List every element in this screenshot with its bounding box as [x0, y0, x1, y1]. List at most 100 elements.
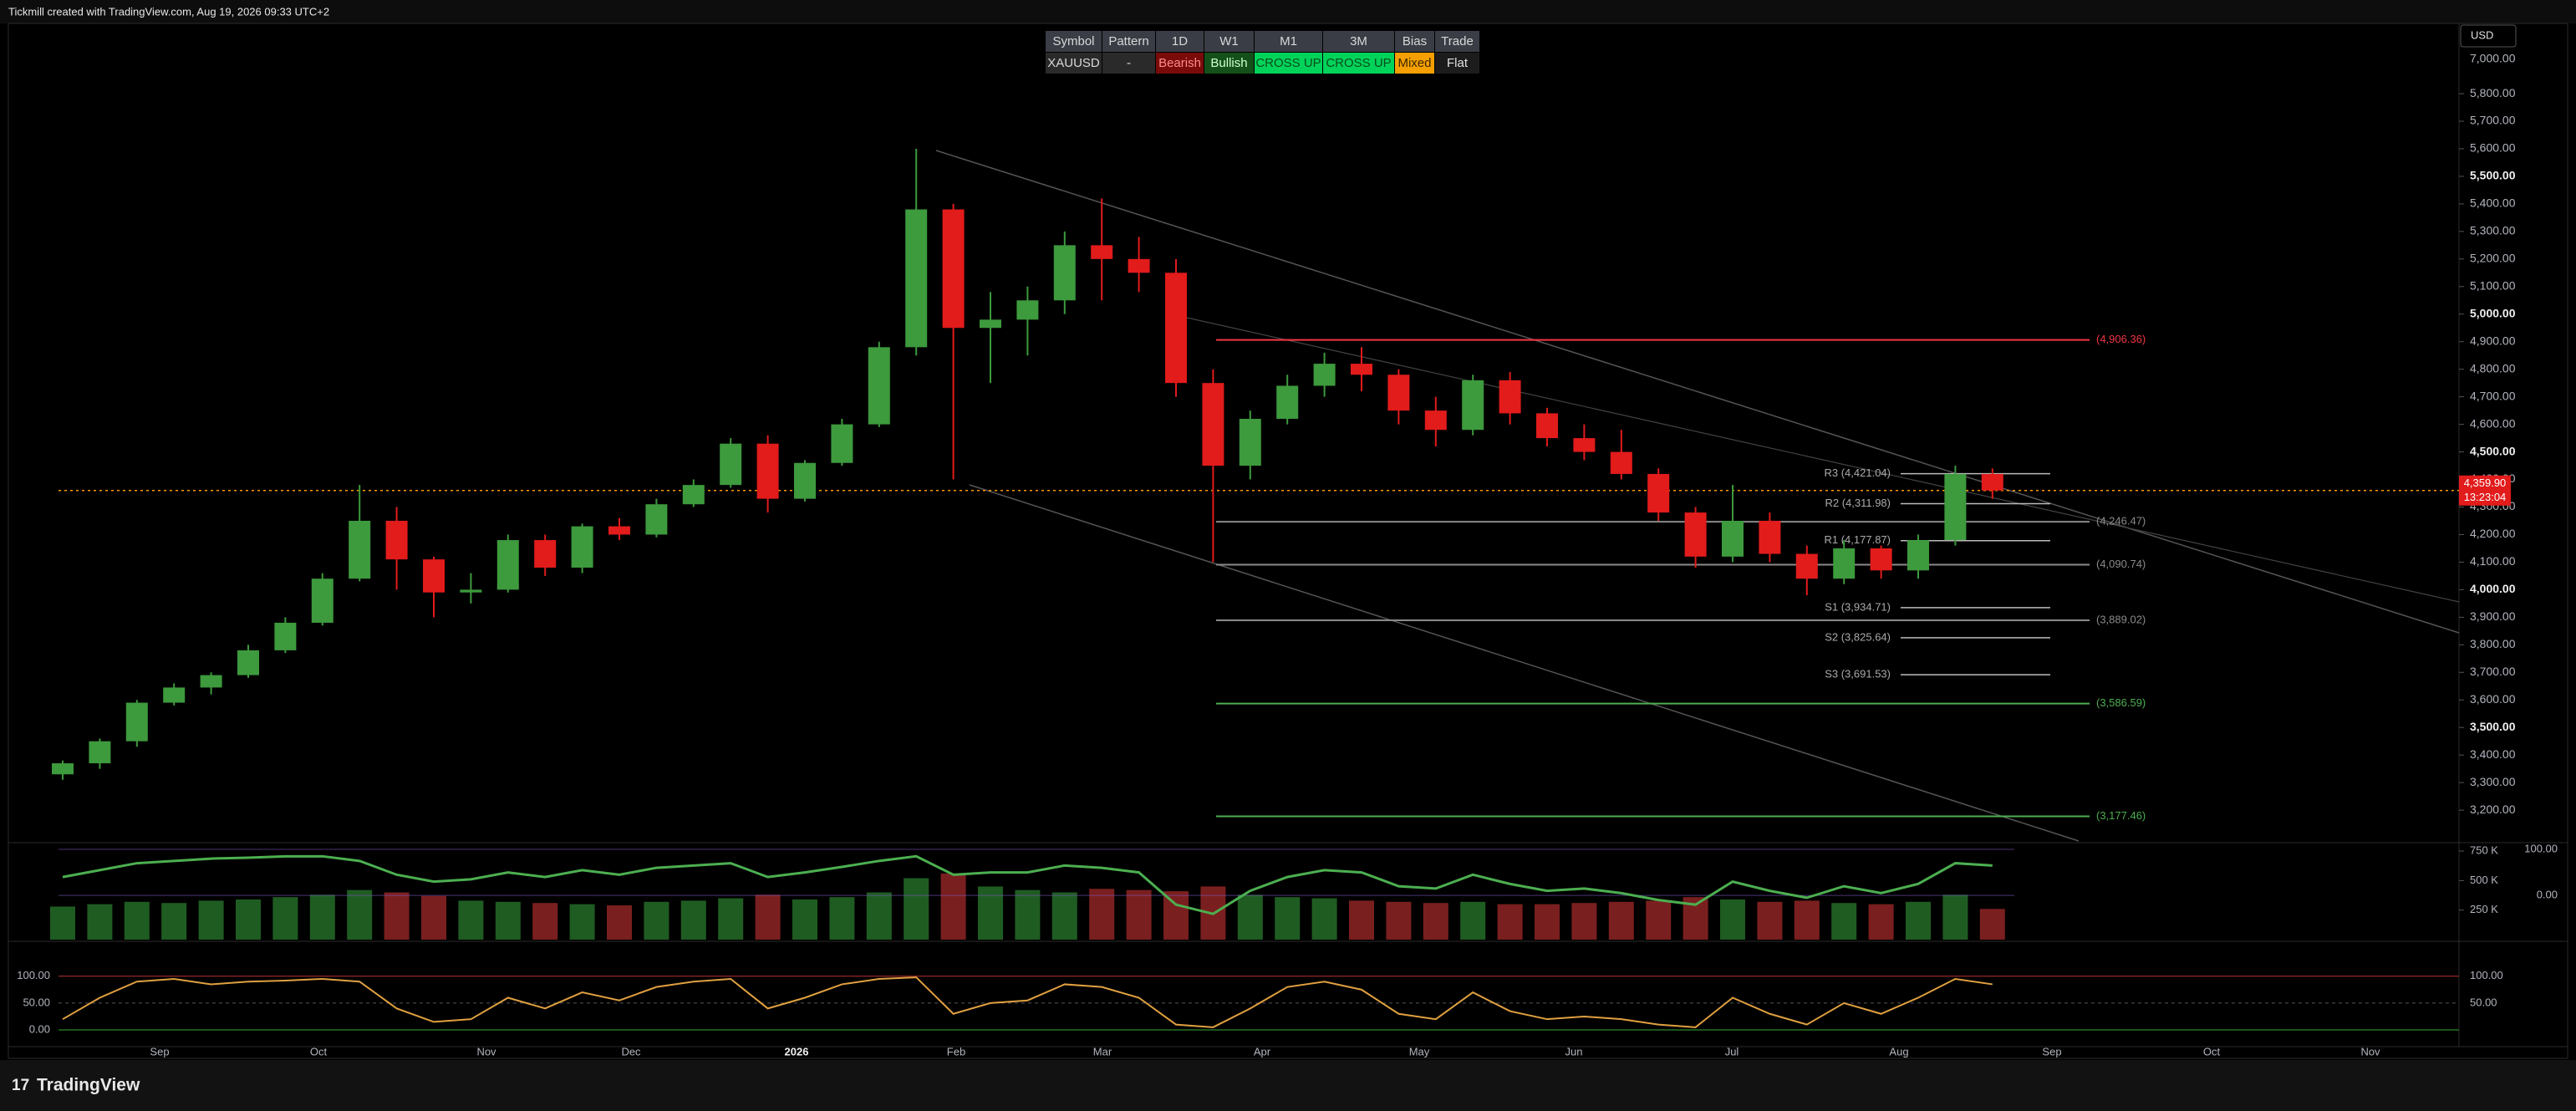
- table-cell: Mixed: [1394, 52, 1435, 74]
- y-tick-label: 4,700.00: [2470, 389, 2516, 402]
- candle-body: [682, 485, 705, 505]
- candle-body: [1610, 451, 1632, 474]
- candle-body: [1202, 383, 1224, 466]
- candle-body: [942, 209, 965, 329]
- y-tick-label: 3,300.00: [2470, 775, 2516, 788]
- candle-body: [868, 347, 890, 425]
- volume-bar: [1979, 909, 2005, 940]
- volume-bar: [1237, 894, 1263, 940]
- x-tick-label: Mar: [1093, 1045, 1112, 1057]
- volume-bar: [755, 894, 781, 940]
- y-tick-label: 100.00: [17, 969, 50, 981]
- volume-bar: [309, 894, 335, 940]
- zone-label: (4,246.47): [2096, 515, 2146, 527]
- candle-body: [1499, 380, 1521, 414]
- y-tick-label: 3,600.00: [2470, 692, 2516, 706]
- candle-body: [385, 520, 408, 560]
- x-tick-label: 2026: [785, 1045, 809, 1057]
- candle-body: [1128, 258, 1150, 273]
- candle-body: [496, 540, 519, 590]
- table-cell: CROSS UP: [1254, 52, 1323, 74]
- table-cell: M1: [1254, 30, 1323, 53]
- volume-bar: [1571, 903, 1597, 940]
- zone-label: (3,889.02): [2096, 613, 2146, 625]
- candle-body: [1351, 364, 1372, 375]
- y-tick-label: 5,400.00: [2470, 196, 2516, 210]
- pivot-label: R3 (4,421.04): [1825, 466, 1891, 479]
- volume-bar: [569, 904, 595, 940]
- volume-bar: [272, 897, 298, 940]
- trend-line: [935, 150, 2460, 634]
- volume-bar: [1051, 892, 1077, 940]
- caption: Tickmill created with TradingView.com, A…: [8, 5, 329, 18]
- pivot-label: S3 (3,691.53): [1825, 668, 1891, 680]
- currency[interactable]: USD: [2471, 28, 2493, 41]
- y-tick-label: 5,000.00: [2470, 306, 2516, 319]
- table-cell: 1D: [1155, 30, 1204, 53]
- candle-body: [311, 578, 333, 623]
- candle-body: [905, 209, 928, 348]
- volume-bar: [904, 878, 929, 940]
- volume-bar: [718, 898, 744, 940]
- stochastic-line: [62, 976, 1993, 1028]
- y-tick-label: 3,200.00: [2470, 803, 2516, 816]
- candle-body: [125, 702, 148, 742]
- candle-body: [237, 650, 259, 675]
- volume-bar: [421, 895, 446, 940]
- candle-body: [1833, 548, 1856, 579]
- volume-bar: [384, 892, 410, 940]
- candle-body: [1462, 380, 1484, 431]
- table-cell: 3M: [1322, 30, 1395, 53]
- last-price: 4,359.90: [2464, 477, 2507, 489]
- table-cell: Bias: [1394, 30, 1435, 53]
- candle-body: [460, 589, 482, 593]
- brand: TradingView: [37, 1076, 140, 1095]
- y-tick-label: 4,600.00: [2470, 416, 2516, 430]
- candle-body: [571, 526, 593, 568]
- y-tick-label: 750 K: [2470, 843, 2498, 856]
- candle-body: [1573, 438, 1596, 452]
- pivot-label: S2 (3,825.64): [1825, 630, 1891, 643]
- volume-bar: [607, 905, 632, 940]
- volume-bar: [1497, 904, 1523, 940]
- y-tick-label: 5,800.00: [2470, 86, 2516, 99]
- volume-bar: [1386, 901, 1412, 940]
- volume-bar: [829, 897, 855, 940]
- zone-label: (3,586.59): [2096, 696, 2146, 709]
- volume-bar: [124, 901, 150, 940]
- candle-body: [1165, 273, 1187, 384]
- table-cell: Bullish: [1204, 52, 1255, 74]
- volume-bar: [87, 904, 113, 940]
- pivot-label: R1 (4,177.87): [1825, 533, 1891, 546]
- volume-bar: [1423, 903, 1448, 940]
- volume-bar: [1015, 889, 1041, 940]
- y-tick-label: 5,700.00: [2470, 114, 2516, 127]
- y2-tick-label: 100.00: [2524, 842, 2558, 854]
- y-tick-label: 50.00: [23, 996, 50, 1008]
- candle-body: [831, 424, 853, 463]
- candle-body: [1870, 548, 1892, 571]
- volume-bar: [1720, 899, 1745, 940]
- table-cell: XAUUSD: [1045, 52, 1102, 74]
- volume-bar: [236, 899, 261, 940]
- y-tick-label: 5,600.00: [2470, 141, 2516, 155]
- footer: [0, 1060, 2576, 1111]
- candle-body: [608, 526, 630, 535]
- volume-bar: [792, 899, 817, 940]
- y-tick-label: 5,200.00: [2470, 252, 2516, 265]
- candle-body: [349, 520, 371, 579]
- volume-bar: [1126, 889, 1152, 940]
- countdown: 13:23:04: [2464, 491, 2507, 503]
- y-tick-label: 3,800.00: [2470, 637, 2516, 650]
- candle-body: [1684, 512, 1707, 557]
- x-tick-label: Oct: [2203, 1045, 2221, 1057]
- logo-mark: ⁠17: [12, 1077, 29, 1094]
- candle-body: [1387, 375, 1410, 411]
- y-tick-label: 4,500.00: [2470, 444, 2516, 457]
- candle-body: [1722, 520, 1744, 557]
- signal-table: Symbol Pattern 1D W1 M1 3M Bias Trade XAUUSD - Bea…: [1045, 30, 1480, 74]
- table-cell: Flat: [1434, 52, 1480, 74]
- trend-line: [1186, 317, 2460, 603]
- currency-button[interactable]: [2460, 24, 2517, 48]
